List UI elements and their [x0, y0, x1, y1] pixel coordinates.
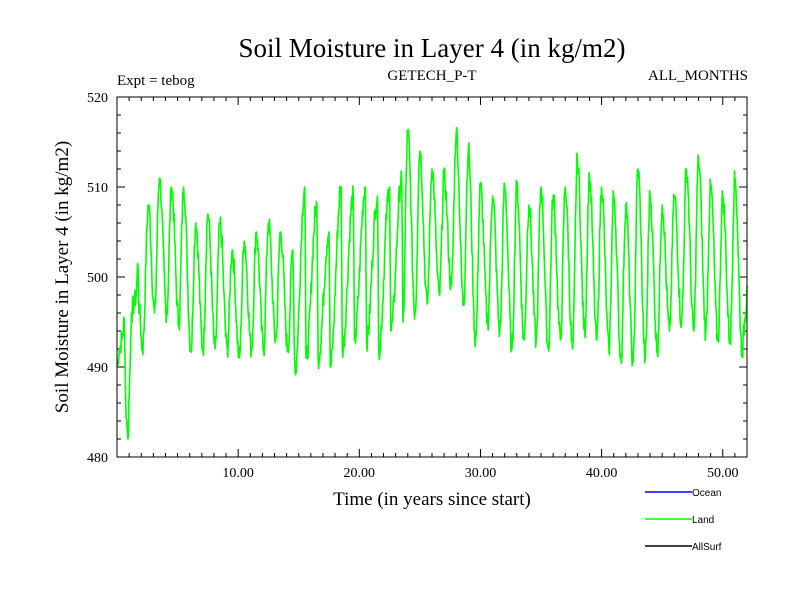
series-layer	[116, 126, 748, 440]
x-tick-label: 30.00	[465, 466, 497, 481]
y-tick-label: 510	[87, 181, 108, 196]
x-tick-label: 50.00	[707, 466, 739, 481]
experiment-label: Expt = tebog	[117, 73, 195, 89]
chart-title: Soil Moisture in Layer 4 (in kg/m2)	[239, 33, 626, 63]
plot-frame	[116, 96, 748, 458]
x-tick-label: 10.00	[222, 466, 254, 481]
model-label: GETECH_P-T	[387, 68, 476, 84]
y-tick-label: 490	[87, 361, 108, 376]
y-axis-label: Soil Moisture in Layer 4 (in kg/m2)	[52, 141, 73, 413]
y-tick-label: 480	[87, 451, 108, 466]
x-tick-label: 20.00	[344, 466, 376, 481]
axis-tick-labels: 10.00 20.00 30.00 40.00 50.00 480 490 500 510 520	[87, 91, 739, 481]
months-label: ALL_MONTHS	[648, 68, 748, 84]
y-tick-label: 520	[87, 91, 108, 106]
x-axis-label: Time (in years since start)	[333, 489, 531, 510]
legend: Ocean Land AllSurf	[645, 488, 722, 553]
y-tick-label: 500	[87, 271, 108, 286]
legend-label-land: Land	[692, 515, 714, 526]
legend-label-allsurf: AllSurf	[692, 542, 722, 553]
x-tick-label: 40.00	[586, 466, 618, 481]
legend-label-ocean: Ocean	[692, 488, 721, 499]
series-line-land	[116, 126, 748, 440]
